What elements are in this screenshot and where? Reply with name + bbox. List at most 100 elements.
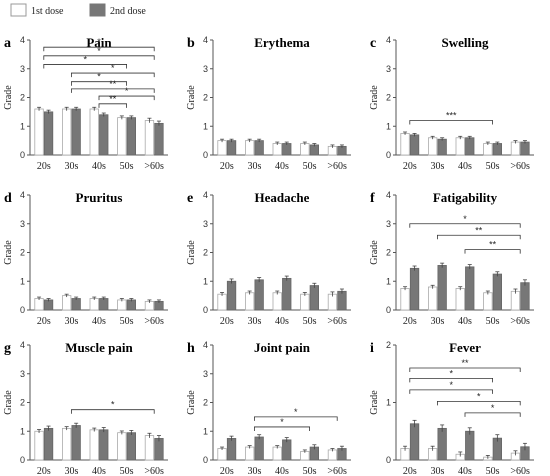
x-tick-label: 50s [486,466,500,476]
x-tick-label: 40s [92,161,106,172]
y-tick-label: 1 [386,276,391,286]
x-tick-label: 40s [458,316,472,327]
bar-second-dose [99,298,109,311]
significance-bracket [71,409,155,414]
significance-label: * [491,403,495,413]
bar-second-dose [71,108,81,156]
bar-first-dose [510,290,521,311]
y-tick-label: 2 [386,248,391,258]
significance-label: * [294,407,298,417]
chart-panel-c: c Swelling Grade 0 1 2 3 4 20s 30s 40s 50s >60s *** [369,35,534,172]
bar-first-dose [483,143,493,156]
y-tick-label: 2 [20,398,25,408]
significance-bracket [71,81,127,86]
y-tick-label: 0 [20,455,25,465]
significance-bracket [409,223,521,228]
panel-title: Pain [86,35,112,50]
legend: 1st dose 2nd dose [10,3,146,17]
y-axis-label: Grade [3,85,14,110]
significance-label: *** [446,111,457,121]
bar-second-dose [492,143,503,156]
panel-letter-b: b [187,36,195,51]
bar-first-dose [117,432,127,461]
bar-second-dose [254,140,264,156]
y-axis-label: Grade [369,390,380,415]
bar-first-dose [62,427,72,461]
y-tick-label: 2 [20,93,25,103]
panel-title: Fever [449,340,481,355]
bar-first-dose [217,293,227,311]
panel-letter-g: g [4,341,11,356]
legend-swatch-first-dose [10,3,27,17]
bar-first-dose [244,140,255,156]
bar-second-dose [71,298,81,311]
y-tick-label: 0 [203,150,208,160]
bar-second-dose [43,427,54,461]
x-tick-label: 30s [64,161,78,172]
bar-second-dose [409,267,420,311]
x-tick-label: 30s [64,316,78,327]
x-tick-label: 40s [275,466,289,476]
significance-label: * [449,380,453,390]
y-axis-label: Grade [186,240,197,265]
x-tick-label: >60s [144,316,164,327]
x-tick-label: 20s [403,316,417,327]
y-axis-label: Grade [3,390,14,415]
bar-second-dose [409,423,420,461]
panel-title: Joint pain [254,340,311,355]
y-tick-label: 4 [20,35,25,45]
y-tick-label: 3 [203,64,208,74]
y-tick-label: 0 [386,455,391,465]
y-tick-label: 0 [203,305,208,315]
y-tick-label: 3 [386,219,391,229]
significance-bracket [409,120,493,125]
y-tick-label: 2 [386,340,391,350]
bar-first-dose [272,292,282,311]
significance-label: ** [489,240,497,250]
bar-second-dose [99,429,109,461]
x-tick-label: 30s [64,466,78,476]
bar-first-dose [89,108,99,156]
y-tick-label: 0 [203,455,208,465]
panel-title: Headache [255,190,310,205]
bar-first-dose [34,108,44,156]
bar-second-dose [226,438,237,461]
significance-bracket [409,367,521,372]
x-tick-label: 30s [430,161,444,172]
bar-second-dose [254,279,264,311]
bar-first-dose [89,429,99,461]
y-tick-label: 1 [20,121,25,131]
bar-second-dose [309,285,320,311]
y-tick-label: 3 [203,369,208,379]
chart-panel-f: f Fatigability Grade 0 1 2 3 4 20s 30s 40s 50s >60s *… [369,190,534,327]
significance-bracket [409,389,493,394]
significance-label: * [449,368,453,378]
y-tick-label: 4 [20,190,25,200]
significance-label: * [111,63,115,73]
y-tick-label: 1 [203,121,208,131]
y-tick-label: 1 [203,426,208,436]
x-tick-label: 40s [92,466,106,476]
x-tick-label: >60s [327,316,347,327]
panel-letter-h: h [187,341,195,356]
bar-second-dose [226,280,237,311]
y-tick-label: 3 [203,219,208,229]
y-tick-label: 1 [386,121,391,131]
significance-bracket [464,249,521,254]
x-tick-label: 40s [458,466,472,476]
significance-label: * [477,391,481,401]
y-tick-label: 4 [386,35,391,45]
y-tick-label: 0 [386,305,391,315]
bar-first-dose [427,286,438,311]
bar-first-dose [300,143,310,156]
panel-letter-i: i [370,341,374,356]
bar-first-dose [217,448,227,461]
bar-first-dose [300,293,310,311]
x-tick-label: 20s [403,161,417,172]
bar-first-dose [62,295,72,311]
significance-label: ** [109,94,117,104]
x-tick-label: 40s [92,316,106,327]
y-tick-label: 4 [203,340,208,350]
